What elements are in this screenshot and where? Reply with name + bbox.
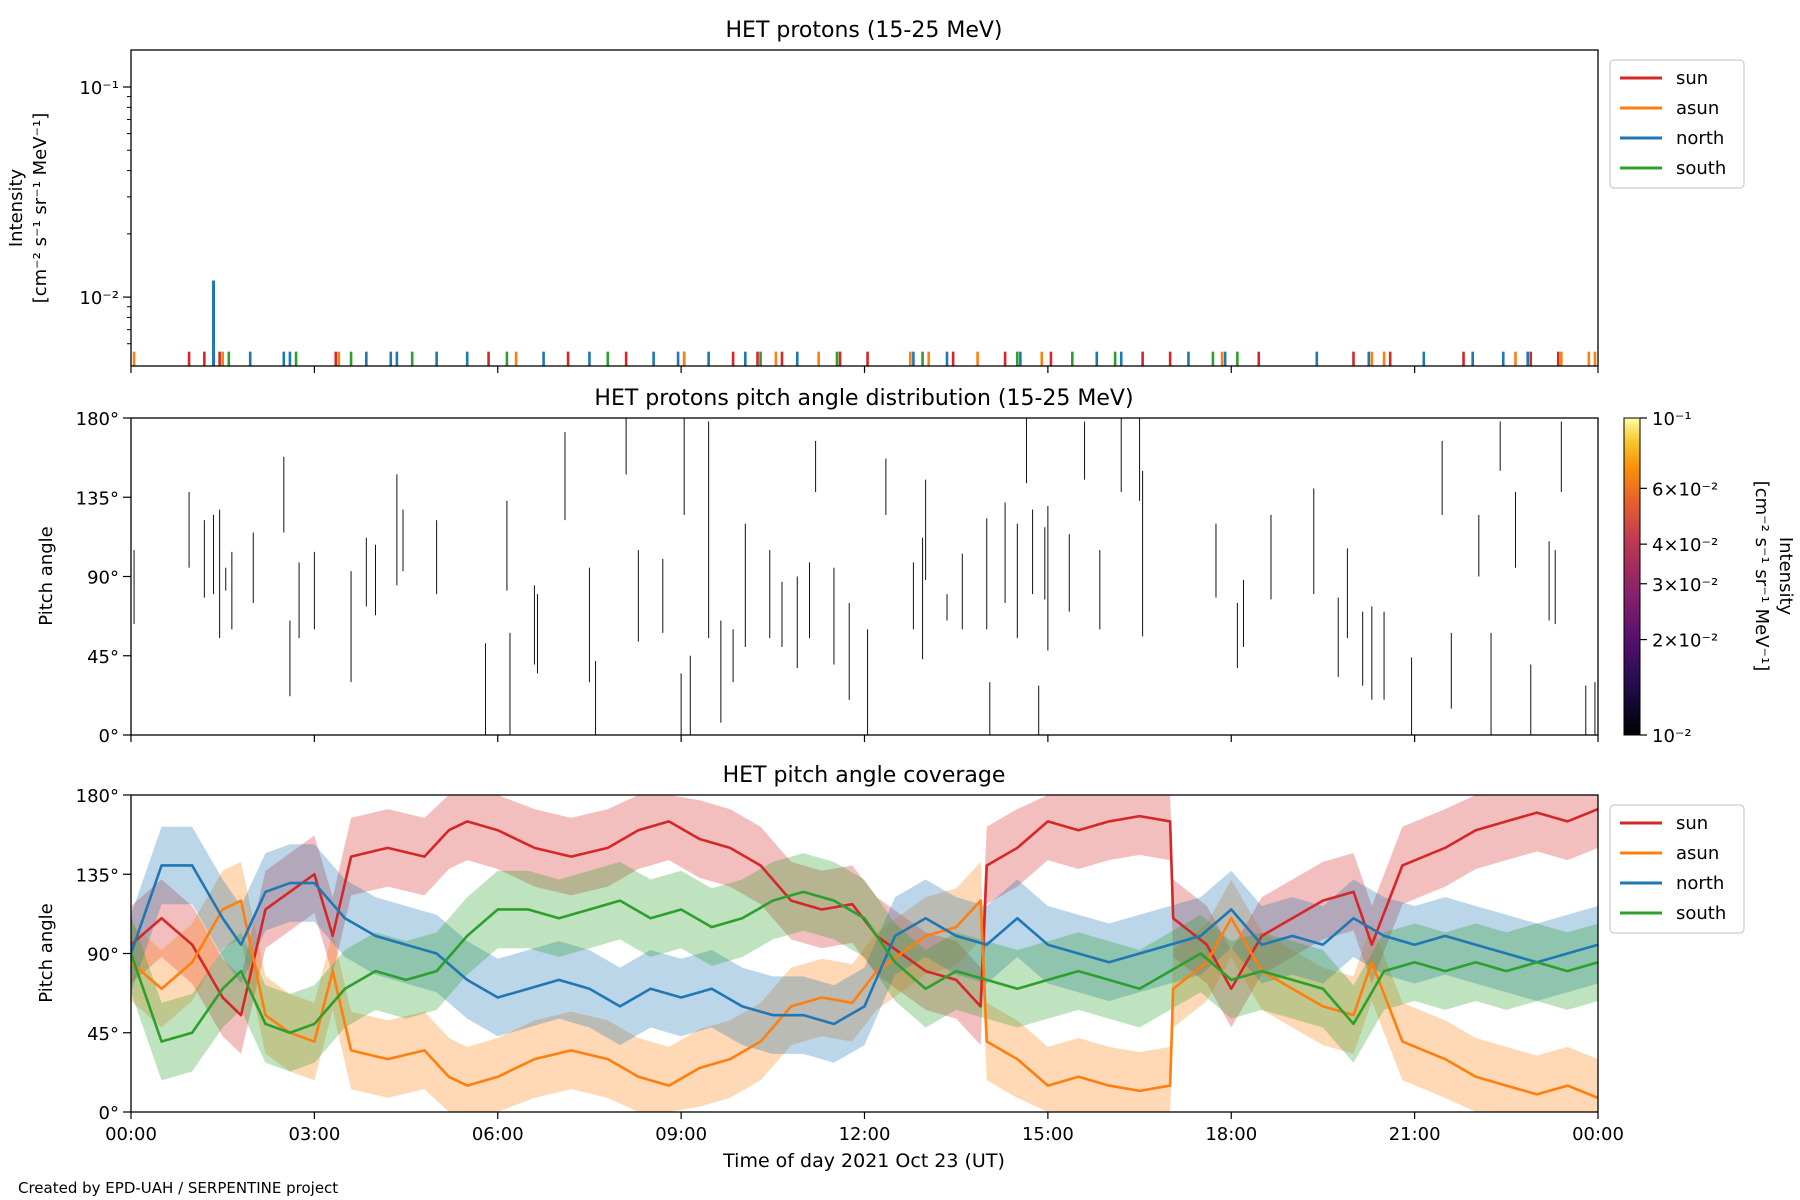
intensity-legend: sun asun north south [1609,59,1745,189]
pitch-distribution-panel: HET protons pitch angle distribution (15… [36,386,1796,747]
coverage-lines-layer [131,807,1598,1100]
colorbar-tick-label-2: 4×10⁻² [1652,535,1718,556]
colorbar-tick-label-5: 10⁻² [1652,726,1692,747]
intensity-panel-title: HET protons (15-25 MeV) [726,18,1003,43]
coverage-legend-label-south: south [1676,903,1726,924]
pad-ytick-label-2: 90° [87,568,119,589]
pitch-distribution-xticks [130,735,1599,742]
x-tick-label-5: 15:00 [1022,1124,1074,1145]
intensity-legend-frame [1609,59,1745,189]
coverage-bands-layer [131,795,1598,1112]
coverage-panel-title: HET pitch angle coverage [723,763,1006,788]
x-tick-label-0: 00:00 [105,1124,157,1145]
coverage-legend-label-sun: sun [1676,813,1708,834]
coverage-legend: sun asun north south [1609,804,1745,934]
coverage-ylabel: Pitch angle [36,903,57,1002]
pitch-distribution-yticks: 0° 45° 90° 135° 180° [76,409,131,747]
intensity-legend-label-asun: asun [1676,98,1719,119]
colorbar-label: Intensity [cm⁻² s⁻¹ sr⁻¹ MeV⁻¹] [1751,481,1796,672]
intensity-ytick-label-0: 10⁻¹ [79,78,119,99]
pitch-distribution-ylabel: Pitch angle [36,526,57,625]
coverage-xticks: 00:00 03:00 06:00 09:00 12:00 15:00 18:00 21:00… [105,1112,1624,1145]
coverage-line-north [131,864,1598,1026]
colorbar-tick-label-0: 10⁻¹ [1652,409,1692,430]
pad-ytick-label-0: 0° [99,726,119,747]
x-tick-label-1: 03:00 [288,1124,340,1145]
coverage-legend-label-north: north [1676,873,1724,894]
intensity-panel: HET protons (15-25 MeV) 10⁻¹ 10⁻² Intensi… [6,18,1745,373]
intensity-ytick-label-1: 10⁻² [79,288,119,309]
intensity-legend-label-sun: sun [1676,68,1708,89]
intensity-series-layer [132,280,1597,366]
pad-ytick-label-4: 180° [76,409,119,430]
colorbar-ticks: 10⁻¹ 6×10⁻² 4×10⁻² 3×10⁻² 2×10⁻² 10⁻² [1640,409,1718,747]
x-tick-label-4: 12:00 [839,1124,891,1145]
intensity-ylabel-line1: Intensity [6,168,27,247]
intensity-legend-label-north: north [1676,128,1724,149]
coverage-ytick-label-2: 90° [87,945,119,966]
x-tick-label-6: 18:00 [1205,1124,1257,1145]
coverage-ytick-label-3: 135° [76,865,119,886]
coverage-ytick-label-4: 180° [76,786,119,807]
x-tick-label-3: 09:00 [655,1124,707,1145]
colorbar-label-line1: Intensity [1775,537,1796,616]
pad-ytick-label-3: 135° [76,488,119,509]
coverage-legend-label-asun: asun [1676,843,1719,864]
intensity-xticks [130,366,1599,373]
x-axis-label: Time of day 2021 Oct 23 (UT) [722,1150,1005,1172]
footer-credit: Created by EPD-UAH / SERPENTINE project [18,1179,338,1197]
colorbar-tick-label-3: 3×10⁻² [1652,575,1718,596]
intensity-legend-label-south: south [1676,158,1726,179]
colorbar-tick-label-4: 2×10⁻² [1652,631,1718,652]
coverage-ytick-label-0: 0° [99,1103,119,1124]
x-tick-label-2: 06:00 [472,1124,524,1145]
coverage-line-south [131,890,1598,1043]
pitch-distribution-title: HET protons pitch angle distribution (15… [594,386,1133,411]
colorbar-tick-label-1: 6×10⁻² [1652,479,1718,500]
x-tick-label-7: 21:00 [1389,1124,1441,1145]
coverage-legend-frame [1609,804,1745,934]
coverage-band-north [131,826,1598,1063]
colorbar-label-line2: [cm⁻² s⁻¹ sr⁻¹ MeV⁻¹] [1751,481,1772,672]
intensity-ylabel-line2: [cm⁻² s⁻¹ sr⁻¹ MeV⁻¹] [30,113,51,304]
intensity-ylabel: Intensity [cm⁻² s⁻¹ sr⁻¹ MeV⁻¹] [6,113,51,304]
coverage-line-asun [131,899,1598,1100]
intensity-yticks: 10⁻¹ 10⁻² [79,78,131,345]
intensity-plot-frame [130,49,1599,367]
coverage-yticks: 0° 45° 90° 135° 180° [76,786,131,1124]
x-tick-label-8: 00:00 [1572,1124,1624,1145]
coverage-panel: HET pitch angle coverage 0° 45° 90° 135° 180… [36,763,1745,1145]
pitch-distribution-marks-layer [133,418,1598,735]
coverage-ytick-label-1: 45° [87,1024,119,1045]
pad-ytick-label-1: 45° [87,647,119,668]
colorbar [1623,417,1641,736]
